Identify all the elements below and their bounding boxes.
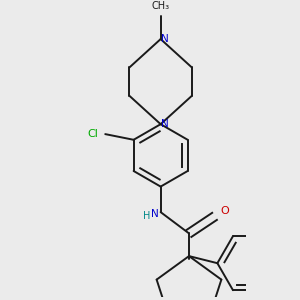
Text: H: H: [143, 212, 150, 221]
Text: N: N: [161, 34, 169, 44]
Text: N: N: [161, 119, 169, 129]
Text: O: O: [220, 206, 229, 216]
Text: Cl: Cl: [87, 129, 98, 139]
Text: CH₃: CH₃: [152, 2, 170, 11]
Text: N: N: [151, 208, 159, 218]
